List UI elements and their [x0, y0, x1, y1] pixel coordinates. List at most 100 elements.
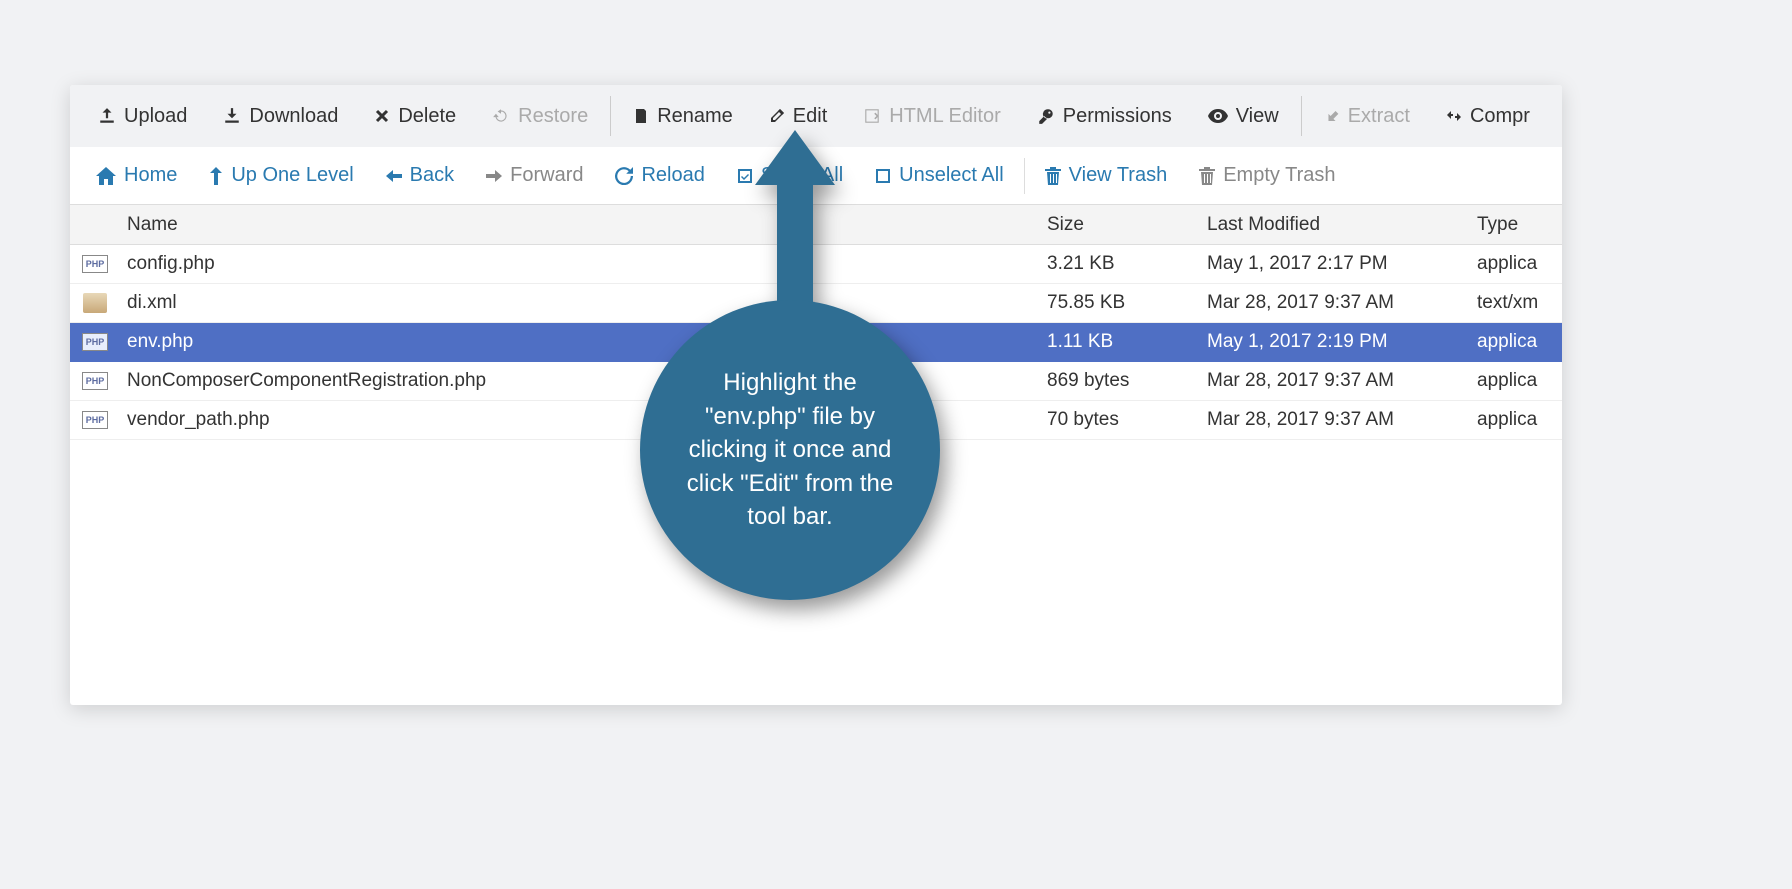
select-all-button[interactable]: Select All: [721, 147, 859, 204]
home-button[interactable]: Home: [80, 147, 193, 204]
table-header: Name Size Last Modified Type: [70, 205, 1562, 245]
file-modified: Mar 28, 2017 9:37 AM: [1207, 370, 1477, 392]
permissions-button[interactable]: Permissions: [1019, 85, 1190, 147]
download-label: Download: [249, 105, 338, 128]
unselect-all-icon: [875, 168, 891, 184]
view-label: View: [1236, 105, 1279, 128]
restore-button[interactable]: Restore: [474, 85, 606, 147]
html-editor-button[interactable]: HTML Editor: [845, 85, 1019, 147]
extract-icon: [1324, 108, 1340, 124]
forward-button[interactable]: Forward: [470, 147, 599, 204]
home-icon: [96, 167, 116, 185]
table-row[interactable]: PHP env.php1.11 KBMay 1, 2017 2:19 PMappl…: [70, 323, 1562, 362]
permissions-label: Permissions: [1063, 105, 1172, 128]
edit-label: Edit: [793, 105, 827, 128]
view-icon: [1208, 109, 1228, 123]
back-button[interactable]: Back: [370, 147, 470, 204]
xml-file-icon: [83, 293, 107, 313]
upload-icon: [98, 107, 116, 125]
trash-icon: [1045, 167, 1061, 185]
back-icon: [386, 168, 402, 184]
table-body: PHPconfig.php3.21 KBMay 1, 2017 2:17 PMa…: [70, 245, 1562, 440]
file-size: 1.11 KB: [1047, 331, 1207, 353]
reload-label: Reload: [641, 164, 704, 187]
header-name[interactable]: Name: [115, 214, 1047, 236]
rename-button[interactable]: Rename: [615, 85, 751, 147]
back-label: Back: [410, 164, 454, 187]
php-file-icon: PHP: [82, 333, 108, 351]
nav-divider: [1024, 158, 1025, 194]
empty-trash-button[interactable]: Empty Trash: [1183, 147, 1351, 204]
header-type[interactable]: Type: [1477, 214, 1562, 236]
php-file-icon: PHP: [82, 411, 108, 429]
file-size: 75.85 KB: [1047, 292, 1207, 314]
file-size: 70 bytes: [1047, 409, 1207, 431]
file-name: vendor_path.php: [115, 409, 1047, 431]
upload-label: Upload: [124, 105, 187, 128]
permissions-icon: [1037, 107, 1055, 125]
extract-button[interactable]: Extract: [1306, 85, 1428, 147]
delete-icon: [374, 108, 390, 124]
compress-icon: [1446, 108, 1462, 124]
view-trash-label: View Trash: [1069, 164, 1168, 187]
reload-icon: [615, 167, 633, 185]
php-file-icon: PHP: [82, 372, 108, 390]
file-size: 3.21 KB: [1047, 253, 1207, 275]
edit-icon: [769, 108, 785, 124]
empty-trash-label: Empty Trash: [1223, 164, 1335, 187]
file-modified: May 1, 2017 2:17 PM: [1207, 253, 1477, 275]
delete-button[interactable]: Delete: [356, 85, 474, 147]
php-file-icon: PHP: [82, 255, 108, 273]
select-all-icon: [737, 168, 753, 184]
empty-trash-icon: [1199, 167, 1215, 185]
file-name: config.php: [115, 253, 1047, 275]
view-trash-button[interactable]: View Trash: [1029, 147, 1184, 204]
file-type: applica: [1477, 370, 1562, 392]
download-icon: [223, 107, 241, 125]
html-editor-label: HTML Editor: [889, 105, 1001, 128]
navbar: Home Up One Level Back Forward Reload Se…: [70, 147, 1562, 205]
file-type: applica: [1477, 409, 1562, 431]
table-row[interactable]: PHP config.php3.21 KBMay 1, 2017 2:17 PMa…: [70, 245, 1562, 284]
file-modified: Mar 28, 2017 9:37 AM: [1207, 292, 1477, 314]
file-type: applica: [1477, 253, 1562, 275]
edit-button[interactable]: Edit: [751, 85, 845, 147]
header-modified[interactable]: Last Modified: [1207, 214, 1477, 236]
unselect-all-label: Unselect All: [899, 164, 1004, 187]
unselect-all-button[interactable]: Unselect All: [859, 147, 1020, 204]
header-size[interactable]: Size: [1047, 214, 1207, 236]
delete-label: Delete: [398, 105, 456, 128]
toolbar: Upload Download Delete Restore Rename Ed…: [70, 85, 1562, 147]
up-label: Up One Level: [231, 164, 353, 187]
table-row[interactable]: di.xml75.85 KBMar 28, 2017 9:37 AMtext/x…: [70, 284, 1562, 323]
reload-button[interactable]: Reload: [599, 147, 720, 204]
restore-icon: [492, 107, 510, 125]
extract-label: Extract: [1348, 105, 1410, 128]
table-row[interactable]: PHP NonComposerComponentRegistration.php8…: [70, 362, 1562, 401]
upload-button[interactable]: Upload: [80, 85, 205, 147]
home-label: Home: [124, 164, 177, 187]
restore-label: Restore: [518, 105, 588, 128]
up-icon: [209, 167, 223, 185]
file-name: di.xml: [115, 292, 1047, 314]
view-button[interactable]: View: [1190, 85, 1297, 147]
file-name: env.php: [115, 331, 1047, 353]
forward-icon: [486, 168, 502, 184]
file-type: text/xm: [1477, 292, 1562, 314]
rename-icon: [633, 107, 649, 125]
file-name: NonComposerComponentRegistration.php: [115, 370, 1047, 392]
rename-label: Rename: [657, 105, 733, 128]
compress-label: Compr: [1470, 105, 1530, 128]
up-button[interactable]: Up One Level: [193, 147, 369, 204]
compress-button[interactable]: Compr: [1428, 85, 1548, 147]
file-size: 869 bytes: [1047, 370, 1207, 392]
download-button[interactable]: Download: [205, 85, 356, 147]
table-row[interactable]: PHP vendor_path.php70 bytesMar 28, 2017 9…: [70, 401, 1562, 440]
forward-label: Forward: [510, 164, 583, 187]
toolbar-divider: [610, 96, 611, 136]
file-manager-window: Upload Download Delete Restore Rename Ed…: [70, 85, 1562, 705]
html-editor-icon: [863, 107, 881, 125]
file-modified: May 1, 2017 2:19 PM: [1207, 331, 1477, 353]
file-modified: Mar 28, 2017 9:37 AM: [1207, 409, 1477, 431]
file-type: applica: [1477, 331, 1562, 353]
